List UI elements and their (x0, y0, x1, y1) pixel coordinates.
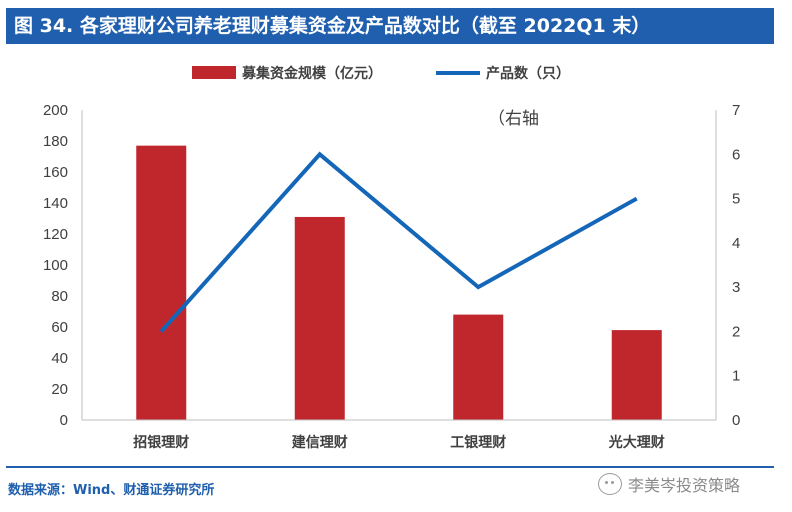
left-tick-label: 0 (60, 412, 68, 429)
line-series (159, 151, 638, 333)
figure-title: 图 34. 各家理财公司养老理财募集资金及产品数对比（截至 2022Q1 末） (6, 8, 774, 44)
right-axis-annotation: （右轴 (488, 109, 539, 129)
left-tick-label: 40 (51, 350, 68, 367)
left-tick-label: 100 (43, 257, 68, 274)
category-label: 光大理财 (608, 434, 665, 451)
left-tick-label: 20 (51, 381, 68, 398)
right-tick-label: 1 (732, 368, 740, 385)
left-tick-label: 140 (43, 195, 68, 212)
legend-label-line: 产品数（只） (486, 65, 570, 82)
footer-divider (6, 466, 774, 468)
wechat-icon (598, 473, 622, 495)
bar (453, 314, 504, 420)
right-tick-label: 7 (732, 102, 740, 119)
left-tick-label: 80 (51, 288, 68, 305)
left-tick-label: 160 (43, 164, 68, 181)
bar (136, 145, 187, 420)
left-tick-label: 180 (43, 133, 68, 150)
right-tick-label: 3 (732, 279, 740, 296)
right-tick-label: 2 (732, 323, 740, 340)
source-note: 数据来源：Wind、财通证券研究所 (8, 483, 215, 498)
left-axis: 0 20 40 60 80 100 120 140 160 180 200 (43, 102, 83, 429)
left-tick-label: 120 (43, 226, 68, 243)
right-tick-label: 0 (732, 412, 740, 429)
watermark: 李美岑投资策略 (598, 470, 778, 498)
legend-label-bar: 募集资金规模（亿元） (241, 65, 382, 82)
bar (611, 330, 662, 420)
bar (294, 216, 345, 420)
watermark-text: 李美岑投资策略 (628, 476, 741, 495)
x-axis: 招银理财 建信理财 工银理财 光大理财 (82, 419, 716, 451)
right-axis: 0 1 2 3 4 5 6 7 (715, 102, 740, 429)
legend: 募集资金规模（亿元） 产品数（只） (192, 65, 570, 82)
left-tick-label: 60 (51, 319, 68, 336)
right-tick-label: 4 (732, 235, 740, 252)
right-tick-label: 5 (732, 191, 740, 208)
bar-series (136, 145, 662, 420)
category-label: 工银理财 (450, 434, 506, 451)
legend-swatch-bar (192, 66, 236, 79)
product-count-line (159, 151, 638, 333)
left-tick-label: 200 (43, 102, 68, 119)
category-label: 招银理财 (133, 434, 189, 451)
right-tick-label: 6 (732, 146, 740, 163)
combo-chart: 募集资金规模（亿元） 产品数（只） 02040608010012014016018… (43, 65, 740, 451)
category-label: 建信理财 (292, 434, 348, 451)
